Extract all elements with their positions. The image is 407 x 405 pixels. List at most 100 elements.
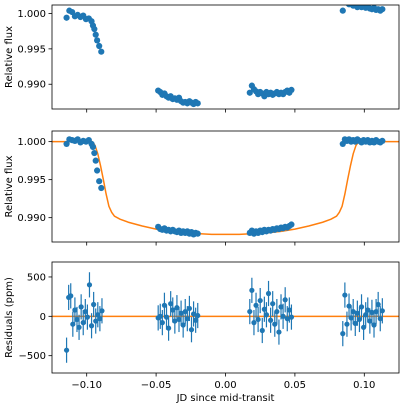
- data-point: [375, 301, 381, 308]
- transit-model-line: [52, 140, 399, 236]
- data-point: [288, 221, 295, 228]
- data-point: [282, 297, 288, 303]
- data-point: [253, 302, 259, 308]
- data-point: [350, 308, 356, 315]
- data-point: [246, 89, 253, 96]
- data-point: [188, 327, 195, 333]
- data-point: [91, 25, 98, 33]
- data-point: [274, 308, 280, 315]
- data-point: [178, 310, 184, 316]
- data-point: [278, 304, 284, 310]
- data-point: [379, 137, 386, 144]
- data-point: [369, 309, 375, 315]
- data-point: [280, 313, 286, 319]
- data-point: [195, 312, 201, 319]
- x-tick-label: −0.05: [141, 380, 172, 391]
- data-point: [284, 316, 290, 322]
- axes-frame: [51, 4, 400, 110]
- data-point: [165, 325, 172, 331]
- data-point: [193, 317, 199, 323]
- data-point: [348, 315, 354, 321]
- data-point: [342, 0, 348, 3]
- data-point: [80, 320, 86, 326]
- data-point: [257, 297, 263, 304]
- data-point: [176, 316, 182, 323]
- data-point: [163, 314, 170, 320]
- x-tick-label: 0.10: [353, 380, 375, 391]
- data-point: [94, 167, 101, 174]
- data-points: [63, 136, 386, 238]
- data-point: [345, 5, 349, 6]
- data-point: [68, 293, 74, 299]
- y-tick-label: 0.990: [17, 213, 46, 224]
- data-point: [63, 14, 70, 21]
- data-point: [84, 314, 90, 320]
- data-point: [168, 301, 174, 307]
- y-tick-label: 0.995: [17, 175, 46, 186]
- data-point: [354, 310, 360, 316]
- data-point: [247, 308, 253, 315]
- x-axis-label: JD since mid-transit: [176, 393, 275, 404]
- data-point: [93, 318, 99, 324]
- data-point: [157, 313, 163, 319]
- data-point: [288, 86, 295, 93]
- data-point: [74, 316, 80, 323]
- data-point: [346, 303, 352, 309]
- data-point: [255, 316, 261, 323]
- data-point: [342, 292, 348, 298]
- data-point: [352, 320, 358, 327]
- data-point: [180, 322, 186, 328]
- data-point: [63, 347, 70, 353]
- data-point: [367, 318, 373, 324]
- data-point: [259, 327, 265, 334]
- data-point: [91, 301, 97, 308]
- data-point: [92, 157, 99, 164]
- data-point: [373, 308, 379, 315]
- data-point: [78, 304, 84, 310]
- data-point: [340, 331, 346, 337]
- data-point: [98, 184, 105, 192]
- y-tick-label: 1.000: [17, 9, 46, 20]
- y-tick-label: 500: [27, 272, 46, 283]
- data-point: [361, 324, 367, 330]
- data-point: [344, 321, 350, 327]
- data-point: [270, 301, 276, 307]
- y-axis-label: Relative flux: [4, 155, 15, 217]
- x-tick-label: 0.00: [214, 380, 236, 391]
- data-point: [186, 305, 193, 312]
- y-tick-label: 0.990: [17, 80, 46, 91]
- data-point: [379, 308, 385, 314]
- data-point: [356, 316, 363, 323]
- data-point: [261, 306, 267, 312]
- data-point: [159, 320, 165, 326]
- data-point: [377, 316, 383, 322]
- data-point: [82, 308, 88, 315]
- data-point: [371, 322, 377, 328]
- data-points: [63, 272, 385, 363]
- y-tick-label: −500: [19, 351, 46, 362]
- x-tick-label: −0.10: [71, 380, 102, 391]
- data-point: [251, 320, 257, 326]
- data-point: [190, 311, 197, 317]
- data-point: [194, 100, 201, 107]
- data-point: [172, 318, 178, 324]
- data-point: [276, 329, 282, 335]
- data-point: [249, 287, 255, 293]
- data-point: [194, 230, 201, 237]
- data-point: [96, 42, 103, 50]
- data-point: [95, 312, 101, 318]
- data-point: [63, 140, 70, 148]
- data-point: [97, 316, 103, 322]
- data-point: [72, 307, 78, 313]
- data-point: [170, 307, 176, 313]
- data-point: [76, 324, 82, 330]
- data-point: [86, 282, 93, 288]
- data-point: [265, 290, 272, 297]
- data-point: [88, 323, 95, 329]
- data-point: [99, 308, 105, 314]
- data-point: [365, 307, 371, 313]
- data-point: [363, 312, 369, 318]
- data-point: [94, 37, 101, 44]
- y-axis-label: Residuals (ppm): [4, 277, 15, 358]
